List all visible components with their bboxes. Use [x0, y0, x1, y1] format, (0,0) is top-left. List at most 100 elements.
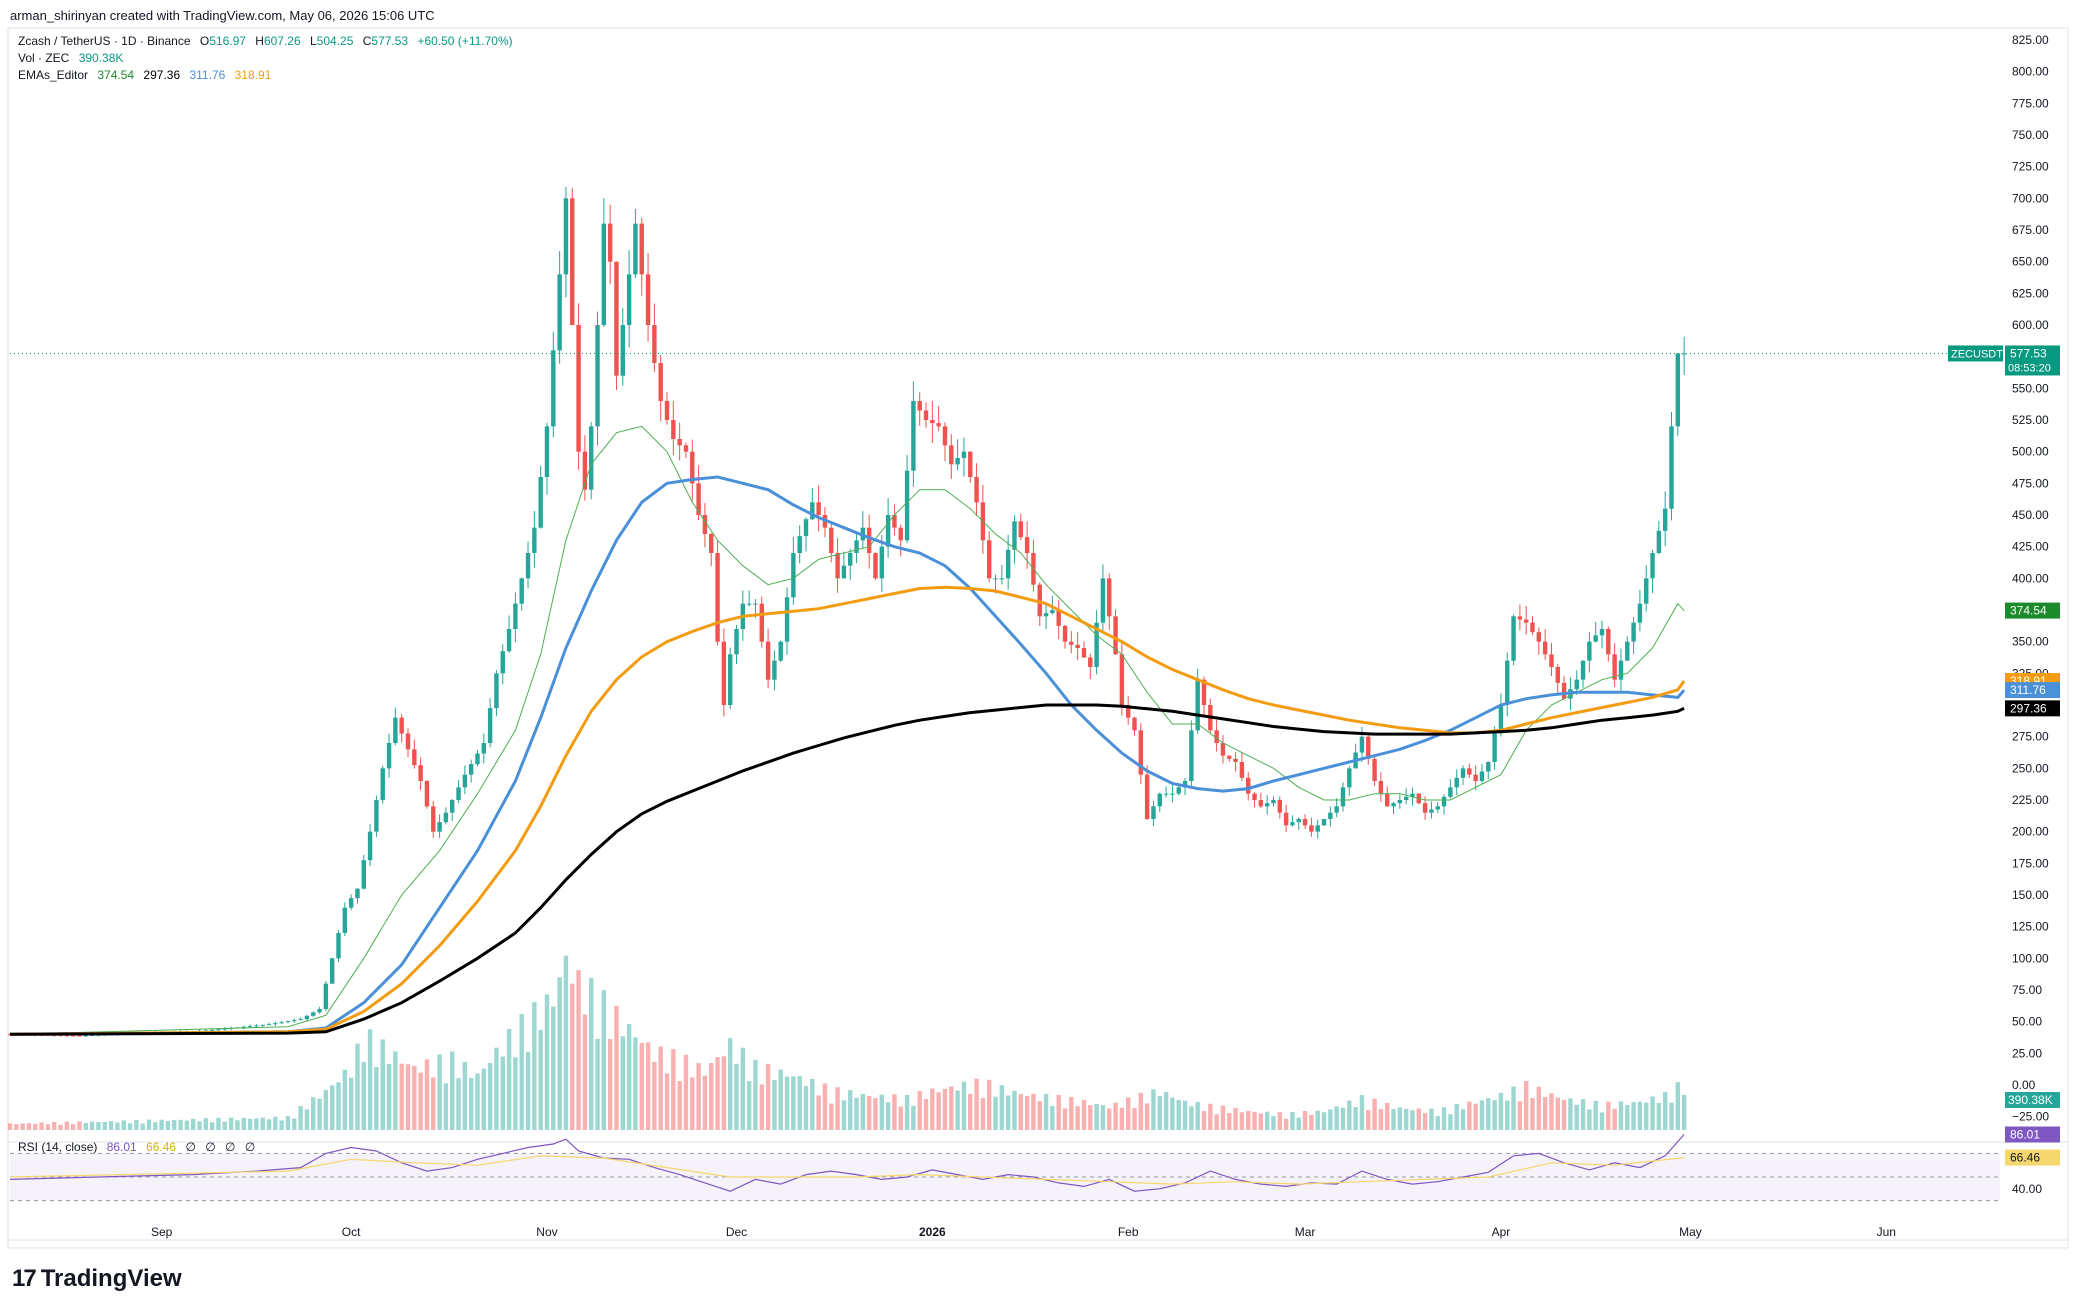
candle-body	[1397, 800, 1403, 804]
candle-body	[595, 325, 600, 427]
candle-body	[279, 1022, 284, 1024]
candle-body	[1302, 819, 1308, 826]
candle-body	[791, 553, 796, 598]
x-tick-label: Mar	[1295, 1225, 1316, 1239]
candle-body	[772, 660, 777, 680]
volume-bar	[184, 1120, 190, 1130]
candle-body	[285, 1021, 291, 1023]
volume-bar	[494, 1047, 499, 1130]
candle-body	[1410, 793, 1415, 797]
candle-body	[247, 1026, 253, 1028]
volume-bar	[1353, 1107, 1358, 1130]
volume-bar	[784, 1076, 790, 1130]
candle-body	[1460, 768, 1466, 778]
volume-bar	[601, 990, 607, 1130]
volume-bar	[121, 1120, 126, 1130]
candle-body	[475, 753, 480, 765]
rsi-extra-1: ∅	[185, 1140, 196, 1154]
volume-bar	[588, 977, 594, 1130]
volume-bar	[1410, 1110, 1415, 1130]
candle-body	[1157, 793, 1162, 807]
candle-body	[626, 274, 632, 325]
volume-bar	[323, 1090, 329, 1130]
y-tick-label: 800.00	[2012, 65, 2049, 79]
volume-bar	[1669, 1102, 1674, 1130]
volume-bar	[33, 1123, 38, 1130]
candle-body	[879, 546, 885, 579]
rsi-tick-label: 40.00	[2012, 1182, 2042, 1196]
price-badge	[2005, 682, 2060, 699]
candle-body	[1214, 730, 1219, 743]
volume-bar	[980, 1097, 986, 1130]
volume-bar	[1650, 1096, 1655, 1130]
rsi-ma-value: 66.46	[146, 1140, 177, 1154]
volume-bar	[892, 1094, 897, 1130]
candle-body	[500, 651, 505, 674]
volume-bar	[115, 1122, 120, 1130]
volume-bar	[873, 1098, 878, 1130]
tradingview-brand[interactable]: 17 TradingView	[12, 1265, 182, 1293]
volume-bar	[96, 1121, 101, 1130]
volume-bar	[1163, 1091, 1169, 1130]
candle-body	[468, 764, 474, 775]
volume-bar	[968, 1093, 973, 1130]
candle-body	[1448, 787, 1453, 797]
price-badge-countdown: 08:53:20	[2008, 362, 2051, 374]
candle-body	[1094, 622, 1099, 667]
volume-bar	[380, 1039, 385, 1130]
candle-body	[1511, 616, 1516, 661]
volume-bar	[614, 1005, 619, 1130]
volume-bar	[772, 1079, 777, 1130]
volume-bar	[405, 1064, 411, 1130]
volume-bar	[595, 1038, 600, 1130]
candle-body	[7, 1034, 13, 1036]
volume-bar	[26, 1123, 32, 1130]
volume-bar	[1208, 1103, 1213, 1130]
volume-bar	[1580, 1099, 1586, 1130]
candle-body	[1315, 825, 1320, 832]
volume-bar	[1486, 1098, 1491, 1130]
volume-bar	[1290, 1111, 1295, 1130]
volume-bar	[1321, 1112, 1327, 1130]
volume-bar	[709, 1063, 714, 1130]
volume-bar	[1107, 1108, 1112, 1130]
volume-badge	[2005, 1092, 2060, 1108]
rsi-legend: RSI (14, close) 86.01 66.46 ∅ ∅ ∅ ∅	[18, 1140, 261, 1154]
candle-body	[1542, 641, 1548, 655]
rsi-badge	[2005, 1126, 2060, 1143]
volume-bar	[607, 1039, 613, 1130]
y-tick-label: 450.00	[2012, 508, 2049, 522]
volume-bar	[576, 970, 581, 1130]
x-tick-label: May	[1679, 1225, 1702, 1239]
symbol-title: Zcash / TetherUS · 1D · Binance	[18, 34, 191, 48]
volume-bar	[702, 1075, 708, 1130]
candle-body	[203, 1030, 209, 1032]
candle-body	[715, 553, 720, 642]
volume-bar	[1239, 1112, 1245, 1130]
x-tick-label: Nov	[536, 1225, 557, 1239]
y-tick-label: 625.00	[2012, 286, 2049, 300]
candle-body	[1662, 508, 1668, 531]
candle-body	[1050, 610, 1055, 614]
volume-bar	[1429, 1108, 1434, 1130]
candle-body	[1498, 705, 1504, 734]
candle-body	[1239, 762, 1245, 778]
y-tick-label: 225.00	[2012, 793, 2049, 807]
candle-body	[1138, 730, 1144, 775]
volume-bar	[1511, 1086, 1516, 1130]
candle-body	[1429, 809, 1434, 813]
volume-bar	[835, 1087, 840, 1130]
volume-bar	[1075, 1106, 1080, 1130]
volume-bar	[1214, 1114, 1219, 1130]
volume-bar	[254, 1118, 259, 1130]
volume-bar	[1094, 1104, 1099, 1130]
volume-bar	[879, 1094, 885, 1130]
y-tick-label: 700.00	[2012, 191, 2049, 205]
y-tick-label: 25.00	[2012, 1046, 2042, 1060]
candle-body	[1631, 622, 1636, 642]
volume-bar	[930, 1088, 935, 1130]
volume-bar	[1056, 1095, 1061, 1130]
candle-body	[1359, 736, 1365, 753]
candle-body	[576, 325, 581, 452]
